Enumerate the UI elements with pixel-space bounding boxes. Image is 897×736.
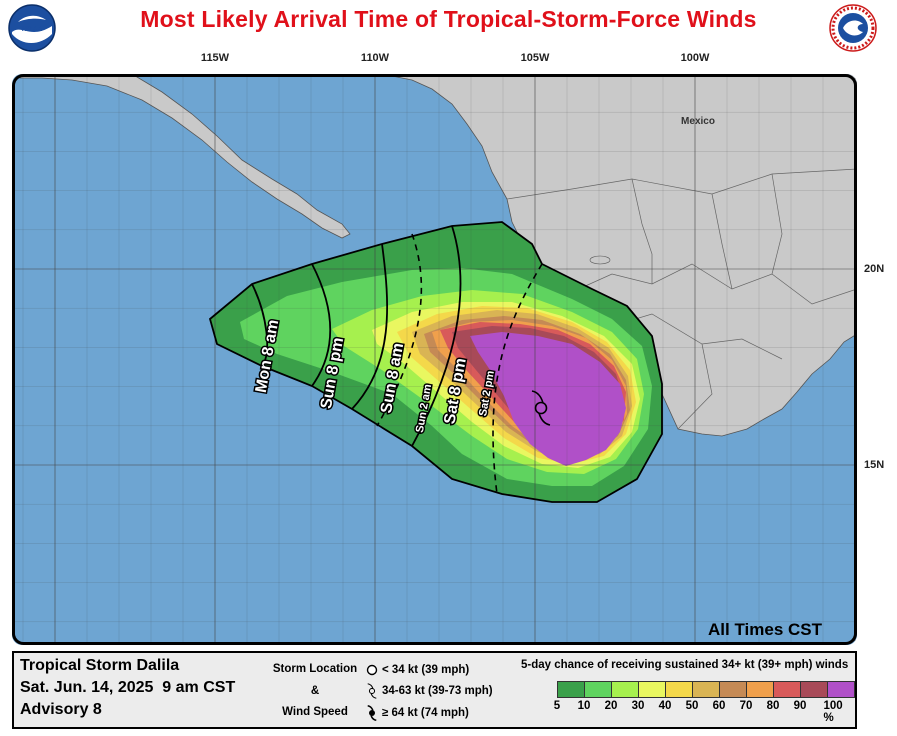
prob-100: [470, 332, 626, 466]
storm-key-title: Storm Location & Wind Speed: [272, 663, 358, 718]
probability-tick-label: 40: [658, 700, 672, 712]
contour-sat-2pm: [492, 263, 543, 495]
probability-tick-label: 30: [631, 700, 645, 712]
nws-logo: [829, 4, 877, 52]
storm-advisory: Advisory 8: [20, 701, 102, 718]
storm-key-item: < 34 kt (39 mph): [366, 659, 493, 681]
probability-swath: [210, 222, 662, 502]
probability-tick-label: 70: [739, 700, 753, 712]
probability-swatch: [747, 682, 774, 697]
probability-swatch: [558, 682, 585, 697]
probability-tick-label: 80: [766, 700, 780, 712]
probability-swatch: [720, 682, 747, 697]
longitude-label: 100W: [680, 52, 710, 64]
forecast-map: Mon 8 am Sun 8 pm Sun 8 am Sun 2 am Sat …: [12, 74, 857, 645]
baja-california: [19, 74, 351, 239]
probability-swatch: [774, 682, 801, 697]
probability-tick-label: 20: [604, 700, 618, 712]
probability-tick-label: 100 %: [823, 700, 843, 724]
probability-swatch: [828, 682, 854, 697]
storm-info: Tropical Storm Dalila Sat. Jun. 14, 2025…: [20, 655, 235, 721]
probability-color-bar: [557, 681, 855, 698]
longitude-label: 105W: [520, 52, 550, 64]
probability-tick-label: 90: [793, 700, 807, 712]
probability-tick-label: 5: [553, 700, 561, 712]
place-label: Mexico: [681, 116, 715, 127]
tropical-storm-icon: [367, 683, 377, 700]
longitude-label: 115W: [200, 52, 230, 64]
latitude-label: 20N: [864, 263, 885, 275]
map-title: Most Likely Arrival Time of Tropical-Sto…: [140, 6, 757, 32]
contour-sun-8pm: [311, 263, 332, 387]
storm-key: < 34 kt (39 mph) 34-63 kt (39-73 mph) ≥ …: [366, 659, 493, 724]
legend-panel: Tropical Storm Dalila Sat. Jun. 14, 2025…: [12, 651, 857, 729]
swath-outline: [208, 221, 663, 503]
svg-text:NOAA: NOAA: [22, 26, 43, 33]
probability-swatch: [612, 682, 639, 697]
storm-name: Tropical Storm Dalila: [20, 657, 180, 674]
storm-datetime: Sat. Jun. 14, 2025 9 am CST: [20, 679, 236, 696]
storm-key-item: 34-63 kt (39-73 mph): [366, 681, 493, 703]
lat-lon-grid: [12, 74, 857, 645]
contour-mon-8am: [251, 283, 269, 367]
probability-ticks: 5 10 20 30 40 50 60 70 80 90 100 %: [544, 700, 864, 724]
probability-swatch: [666, 682, 693, 697]
latitude-label: 15N: [864, 459, 885, 471]
island: [589, 255, 611, 265]
contour-sun-8am: [351, 243, 389, 410]
hurricane-icon: [367, 704, 377, 721]
arrival-contours-dashed: [376, 233, 543, 495]
longitude-label: 110W: [360, 52, 390, 64]
contour-sun-2am: [376, 233, 423, 427]
probability-swatch: [693, 682, 720, 697]
probability-tick-label: 60: [712, 700, 726, 712]
probability-swatch: [585, 682, 612, 697]
probability-tick-label: 50: [685, 700, 699, 712]
probability-swatch: [639, 682, 666, 697]
probability-swatch: [801, 682, 828, 697]
storm-key-item: ≥ 64 kt (74 mph): [366, 702, 493, 724]
probability-legend-title: 5-day chance of receiving sustained 34+ …: [521, 659, 849, 671]
arrival-contours: [251, 225, 462, 447]
probability-tick-label: 10: [577, 700, 591, 712]
time-zone-note: All Times CST: [708, 620, 822, 639]
noaa-logo: NOAA: [8, 4, 56, 52]
open-circle-icon: [366, 664, 378, 675]
map-frame: [12, 74, 857, 645]
contour-sat-8pm: [411, 225, 462, 447]
tropical-storm-icon: [531, 390, 551, 426]
